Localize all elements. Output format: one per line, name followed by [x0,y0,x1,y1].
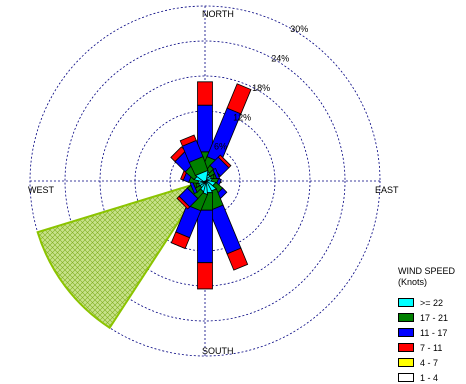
legend-label: 7 - 11 [420,342,443,353]
legend-label: 11 - 17 [420,327,448,338]
highlight-sector [36,179,208,330]
petal-sw-bin-4 [176,195,191,210]
legend-item: 1 - 4 [398,371,455,384]
south-label: SOUTH [202,346,234,356]
petal-nw-bin-4 [170,146,187,163]
petals-layer [170,81,252,290]
north-label: NORTH [202,9,234,19]
legend-item: >= 22 [398,296,455,309]
legend-item: 4 - 7 [398,356,455,369]
petal-s-bin-4 [197,262,213,290]
legend-label: 17 - 21 [420,312,449,323]
legend: WIND SPEED (Knots) >= 22 17 - 21 11 - 17 7 … [398,266,455,384]
petal-ne-bin-4 [217,154,232,169]
west-label: WEST [28,185,55,195]
legend-swatch [398,298,414,307]
petal-nne-bin-4 [226,83,252,115]
legend-title-line-2: (Knots) [398,277,428,287]
legend-item: 7 - 11 [398,341,455,354]
legend-swatch [398,343,414,352]
highlight-sector-layer [36,179,208,330]
legend-item: 17 - 21 [398,311,455,324]
wind-rose-chart: 6% 12% 18% 24% 30% NORTH SOUTH EAST WEST [28,5,399,357]
petal-nnw-bin-4 [179,134,197,147]
petal-s-bin-3 [197,209,213,264]
ring-label-1: 6% [214,142,227,152]
legend-label: 1 - 4 [420,372,439,383]
ring-label-5: 30% [290,24,308,34]
petal-n-bin-4 [197,81,213,106]
east-label: EAST [375,185,399,195]
legend-swatch [398,373,414,382]
ring-labels: 6% 12% 18% 24% 30% [214,24,308,151]
ring-label-4: 24% [271,54,289,64]
legend-title-line-1: WIND SPEED [398,266,456,276]
legend-item: 11 - 17 [398,326,455,339]
petal-sse-bin-4 [226,247,249,271]
legend-label: 4 - 7 [420,357,439,368]
petal-ssw-bin-4 [170,231,191,250]
legend-swatch [398,313,414,322]
legend-swatch [398,358,414,367]
ring-label-2: 12% [233,112,251,122]
legend-swatch [398,328,414,337]
ring-label-3: 18% [252,83,270,93]
legend-items: >= 22 17 - 21 11 - 17 7 - 11 4 - 7 1 - 4 [398,296,455,384]
legend-label: >= 22 [420,297,444,308]
grid-ring-4 [64,40,346,322]
petal-n-bin-3 [197,104,213,153]
petal-sse-bin-3 [208,204,242,255]
